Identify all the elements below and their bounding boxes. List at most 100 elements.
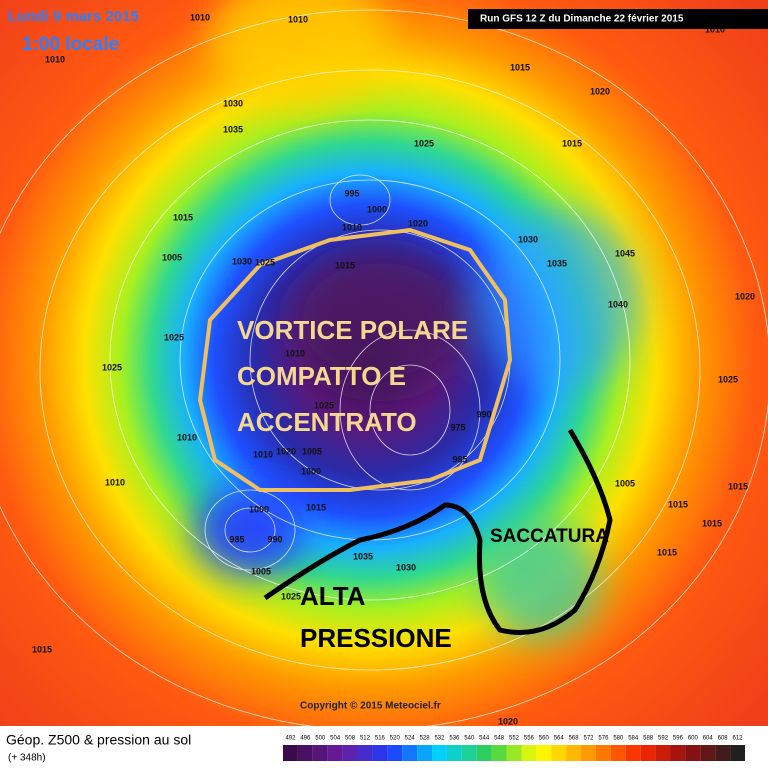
isobar-label: 1000	[367, 204, 387, 214]
colorbar-label: 604	[703, 736, 714, 742]
colorbar-cell	[715, 745, 731, 761]
isobar-label: 1010	[285, 348, 305, 358]
colorbar-cell	[566, 745, 582, 761]
vortex-line: VORTICE POLARE	[237, 315, 468, 345]
colorbar-cell	[551, 745, 567, 761]
isobar-label: 1015	[657, 547, 677, 557]
colorbar-cell	[357, 745, 373, 761]
colorbar-cell	[595, 745, 611, 761]
run: Run GFS 12 Z du Dimanche 22 février 2015	[480, 14, 684, 25]
colorbar-cell	[476, 745, 492, 761]
isobar-label: 1020	[498, 716, 518, 726]
isobar-label: 975	[450, 422, 465, 432]
colorbar-label: 588	[643, 736, 654, 742]
colorbar-label: 512	[360, 736, 371, 742]
colorbar-label: 544	[479, 736, 490, 742]
isobar-label: 1025	[164, 332, 184, 342]
vortex-outline	[197, 227, 513, 492]
colorbar-cell	[312, 745, 328, 761]
colorbar-label: 560	[539, 736, 550, 742]
isobar-label: 1010	[253, 449, 273, 459]
colorbar-label: 592	[658, 736, 669, 742]
colorbar-cell	[342, 745, 358, 761]
high-annotation: ALTA	[300, 581, 366, 611]
field-blobs	[195, 0, 640, 640]
colorbar-label: 520	[390, 736, 401, 742]
colorbar-label: 596	[673, 736, 684, 742]
colorbar-cell	[446, 745, 462, 761]
colorbar-label: 584	[628, 736, 639, 742]
colorbar-label: 492	[285, 736, 296, 742]
colorbar-cell	[432, 745, 447, 761]
isobar-label: 990	[476, 409, 491, 419]
colorbar-label: 564	[554, 736, 565, 742]
isobar-label: 1010	[288, 14, 308, 24]
isobar-label: 1025	[102, 362, 122, 372]
colorbar-cell	[506, 745, 522, 761]
run-box	[468, 9, 768, 29]
colorbar-cell	[610, 745, 626, 761]
colorbar-cell	[536, 745, 552, 761]
colorbar-cell	[730, 745, 745, 761]
colorbar-label: 540	[464, 736, 475, 742]
isobar-label: 1000	[249, 504, 269, 514]
isobar-label: 1020	[735, 291, 755, 301]
high-annotation: PRESSIONE	[300, 623, 452, 653]
colorbar-cell	[372, 745, 388, 761]
colorbar-label: 516	[375, 736, 386, 742]
isobar-label: 1020	[590, 86, 610, 96]
isobar-label: 1035	[223, 124, 243, 134]
isobar-label: 1010	[705, 24, 725, 34]
colorbar-label: 508	[345, 736, 356, 742]
isobar-label: 1010	[105, 477, 125, 487]
isobar-label: 1015	[32, 644, 52, 654]
colorbar-label: 524	[405, 736, 416, 742]
colorbar-label: 600	[688, 736, 699, 742]
colorbar-cell	[417, 745, 433, 761]
isobar-label: 1015	[306, 502, 326, 512]
isobar-label: 1005	[162, 252, 182, 262]
colorbar-label: 536	[449, 736, 460, 742]
isobar-label: 1040	[608, 299, 628, 309]
isobar-label: 1025	[314, 400, 334, 410]
isobar-label: 1005	[251, 566, 271, 576]
footer-title: Géop. Z500 & pression au sol	[6, 732, 191, 748]
colorbar-cell	[297, 745, 313, 761]
copyright: Copyright © 2015 Meteociel.fr	[300, 701, 441, 712]
isobar-label: 1010	[177, 432, 197, 442]
vortex-line: COMPATTO E	[237, 361, 406, 391]
isobar-label: 1035	[547, 258, 567, 268]
colorbar-label: 528	[420, 736, 431, 742]
colorbar-label: 556	[524, 736, 535, 742]
colorbar-cell	[700, 745, 716, 761]
isobar-label: 1010	[45, 54, 65, 64]
isobar-label: 1030	[232, 256, 252, 266]
trough-annotation: SACCATURA	[490, 526, 609, 547]
colorbar-label: 504	[330, 736, 341, 742]
isobar-label: 1025	[414, 138, 434, 148]
colorbar-label: 552	[509, 736, 520, 742]
isobar-label: 1030	[223, 98, 243, 108]
colorbar-cell	[402, 745, 418, 761]
isobar-label: 1035	[353, 551, 373, 561]
colorbar-label: 576	[598, 736, 609, 742]
footer-lead: (+ 348h)	[8, 753, 46, 764]
colorbar-cell	[491, 745, 507, 761]
isobar-label: 1015	[702, 518, 722, 528]
colorbar-label: 500	[315, 736, 326, 742]
colorbar-label: 496	[300, 736, 311, 742]
colorbar-cell	[685, 745, 701, 761]
isobar-label: 1015	[562, 138, 582, 148]
colorbar-label: 532	[434, 736, 445, 742]
isobar-label: 1015	[335, 260, 355, 270]
colorbar-label: 608	[718, 736, 729, 742]
isobar-label: 1015	[728, 481, 748, 491]
isobar-label: 1025	[718, 374, 738, 384]
colorbar-cell	[655, 745, 671, 761]
colorbar-cell	[461, 745, 477, 761]
isobar-label: 1000	[301, 466, 321, 476]
colorbar-cell	[625, 745, 641, 761]
date: Lundi 9 mars 2015	[8, 8, 139, 25]
colorbar-label: 612	[733, 736, 744, 742]
